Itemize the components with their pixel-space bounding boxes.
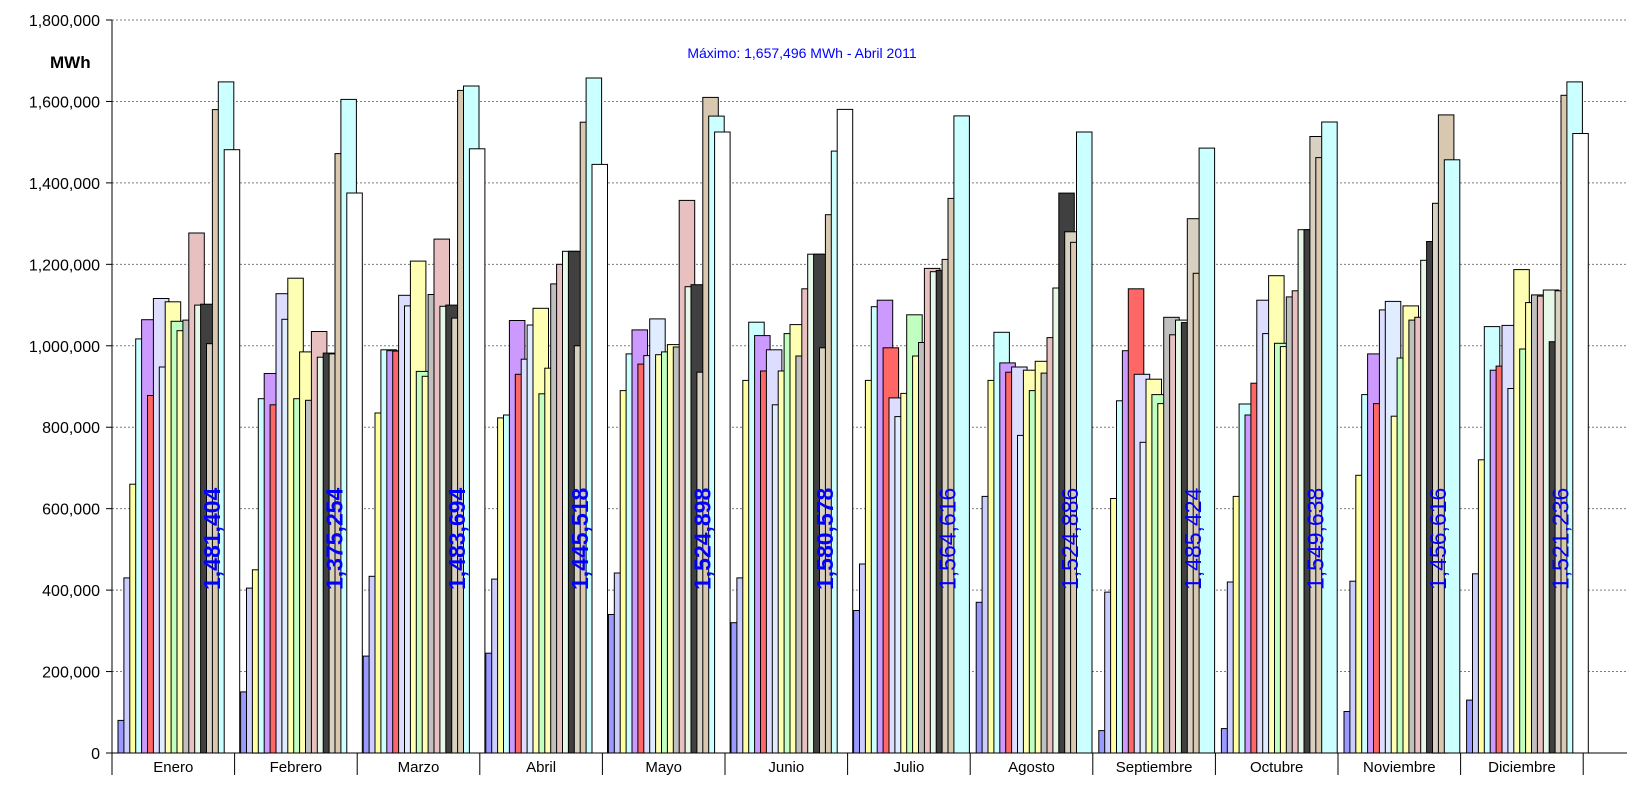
category-label: Diciembre [1488, 759, 1556, 776]
y-tick-label: 1,000,000 [29, 339, 100, 356]
max-annotation: Máximo: 1,657,496 MWh - Abril 2011 [687, 45, 917, 61]
bar [468, 148, 486, 754]
data-label: 1,375,254 [322, 487, 348, 590]
y-axis-label: MWh [50, 53, 91, 72]
category-label: Abril [526, 759, 556, 776]
category-label: Marzo [398, 759, 440, 776]
data-label: 1,456,616 [1425, 488, 1451, 590]
bar [223, 149, 241, 754]
category-label: Agosto [1008, 759, 1055, 776]
bar [591, 163, 608, 754]
category-label: Enero [153, 759, 193, 776]
bar [1198, 147, 1216, 754]
bars [117, 77, 1589, 754]
y-tick-label: 600,000 [42, 502, 100, 519]
data-label: 1,549,638 [1302, 488, 1328, 590]
y-tick-label: 400,000 [42, 583, 100, 600]
y-tick-label: 0 [91, 746, 100, 763]
category-label: Octubre [1250, 759, 1303, 776]
bar [1443, 159, 1461, 754]
data-label: 1,564,616 [935, 488, 961, 590]
y-tick-label: 1,200,000 [29, 257, 100, 274]
data-label: 1,481,404 [199, 487, 225, 590]
category-label: Junio [768, 759, 804, 776]
bar [836, 108, 854, 754]
y-tick-label: 800,000 [42, 420, 100, 437]
category-label: Febrero [270, 759, 323, 776]
bar [953, 115, 970, 754]
bar [1321, 121, 1338, 754]
data-label: 1,524,898 [689, 487, 715, 590]
y-tick-label: 1,600,000 [29, 94, 100, 111]
data-label: 1,483,694 [444, 487, 470, 590]
bar [346, 192, 363, 754]
data-label: 1,445,518 [567, 487, 593, 590]
y-tick-label: 1,800,000 [29, 13, 100, 30]
y-tick-labels: 0 200,000 400,000 600,000 800,000 1,000,000 1,… [29, 13, 100, 763]
category-label: Noviembre [1363, 759, 1436, 776]
bar [1572, 133, 1589, 754]
bar [1076, 131, 1093, 754]
category-label: Julio [893, 759, 924, 776]
category-label: Mayo [645, 759, 682, 776]
category-label: Septiembre [1116, 759, 1193, 776]
data-label: 1,524,886 [1057, 488, 1083, 590]
category-labels: Enero Febrero Marzo Abril Mayo Junio Julio Agos… [153, 759, 1555, 776]
data-labels: 1,481,404 1,375,254 1,483,694 1,445,518 1,52… [199, 487, 1574, 590]
axes [106, 19, 1627, 775]
bar [714, 131, 731, 754]
y-tick-label: 1,400,000 [29, 176, 100, 193]
y-tick-label: 200,000 [42, 665, 100, 682]
data-label: 1,580,578 [812, 487, 838, 590]
data-label: 1,485,424 [1180, 487, 1206, 590]
data-label: 1,521,236 [1548, 488, 1574, 590]
